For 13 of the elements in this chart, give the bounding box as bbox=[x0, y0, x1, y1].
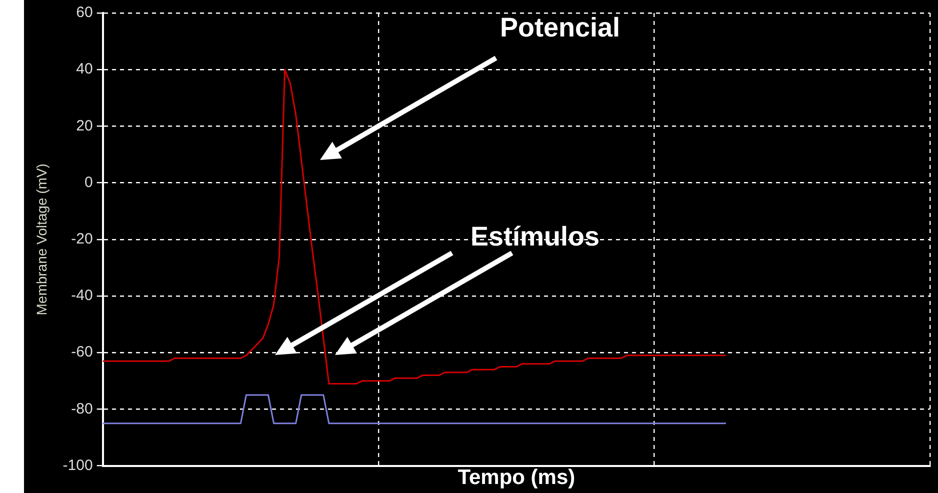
y-tick-label: -60 bbox=[71, 344, 93, 361]
y-tick-label: 40 bbox=[76, 60, 93, 78]
y-tick-label: 0 bbox=[84, 174, 93, 191]
y-tick-label: -40 bbox=[71, 287, 93, 304]
y-tick-label: 20 bbox=[76, 117, 93, 134]
y-tick-label: 60 bbox=[76, 4, 93, 22]
y-tick-label: -100 bbox=[62, 456, 93, 474]
annotation: Estímulos bbox=[470, 222, 600, 252]
annotation: Potencial bbox=[500, 12, 620, 44]
x-axis-title: Tempo (ms) bbox=[458, 466, 576, 490]
y-axis-title: Membrane Voltage (mV) bbox=[33, 164, 50, 316]
y-tick-label: -20 bbox=[71, 230, 93, 248]
y-tick-label: -80 bbox=[71, 400, 93, 418]
